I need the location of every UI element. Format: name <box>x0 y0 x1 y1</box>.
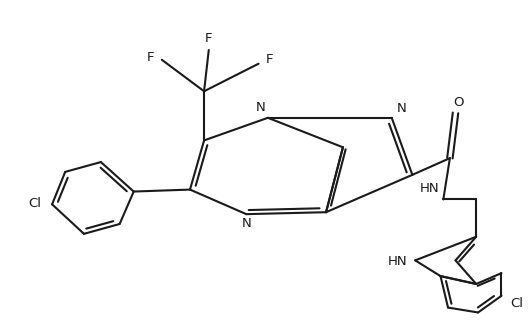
Text: N: N <box>397 102 406 115</box>
Text: F: F <box>147 51 155 64</box>
Text: Cl: Cl <box>510 297 523 310</box>
Text: HN: HN <box>420 182 439 195</box>
Text: N: N <box>255 101 265 114</box>
Text: N: N <box>242 216 251 230</box>
Text: HN: HN <box>388 255 408 268</box>
Text: O: O <box>453 96 463 110</box>
Text: F: F <box>265 53 273 66</box>
Text: F: F <box>205 32 212 46</box>
Text: Cl: Cl <box>28 197 41 210</box>
